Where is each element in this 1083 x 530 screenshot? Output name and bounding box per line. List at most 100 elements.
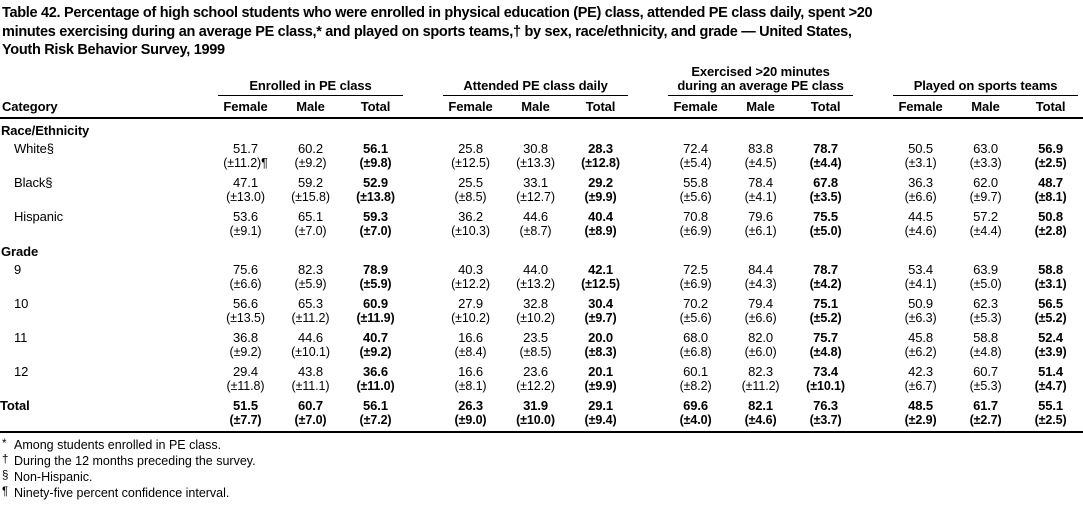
column-spacer — [408, 345, 438, 361]
value-cell: 20.1 — [588, 363, 613, 379]
ci-cell: (±5.2) — [1034, 310, 1067, 325]
column-header-female: Female — [888, 95, 954, 119]
column-spacer — [158, 379, 213, 395]
table-row: Black§ 47.1 59.2 52.9 25.5 33.1 29.2 55.8 78.4 67… — [0, 172, 1083, 190]
column-spacer — [158, 327, 213, 345]
column-spacer — [858, 412, 889, 433]
value-cell: 31.9 — [523, 397, 548, 413]
value-cell: 63.9 — [973, 261, 999, 277]
footnote: * Among students enrolled in PE class. — [2, 437, 1081, 453]
column-spacer — [158, 138, 213, 156]
value-cell: 70.2 — [683, 295, 708, 311]
column-spacer — [858, 361, 888, 379]
table-row: 10 56.6 65.3 60.9 27.9 32.8 30.4 70.2 79.4 75.1 50… — [0, 293, 1083, 311]
value-cell: 50.9 — [908, 295, 934, 311]
ci-cell: (±2.5) — [1018, 412, 1083, 433]
value-cell: 73.4 — [813, 363, 838, 379]
value-cell: 16.6 — [458, 363, 483, 379]
value-cell: 36.8 — [233, 329, 258, 345]
ci-cell: (±8.7) — [519, 223, 552, 238]
ci-cell: (±9.4) — [568, 412, 634, 433]
ci-cell: (±7.0) — [278, 412, 343, 433]
value-cell: 56.1 — [363, 140, 388, 156]
value-cell: 76.3 — [813, 397, 838, 413]
column-spacer — [408, 395, 438, 413]
ci-cell: (±9.8) — [359, 155, 392, 170]
column-group-header: Played on sports teams — [888, 65, 1083, 96]
column-spacer — [158, 311, 213, 327]
column-group-row: Enrolled in PE class Attended PE class da… — [0, 64, 1083, 96]
ci-cell: (±5.4) — [679, 155, 712, 170]
column-spacer — [633, 277, 663, 293]
ci-cell: (±4.1) — [744, 189, 777, 204]
value-cell: 75.6 — [233, 261, 258, 277]
ci-cell: (±3.1) — [904, 155, 937, 170]
column-spacer — [158, 293, 213, 311]
column-spacer — [633, 361, 663, 379]
ci-cell: (±4.6) — [904, 223, 937, 238]
ci-cell: (±4.7) — [1034, 378, 1067, 393]
ci-cell: (±4.2) — [809, 276, 842, 291]
ci-cell: (±12.5) — [581, 276, 620, 291]
value-cell: 23.5 — [523, 329, 548, 345]
column-spacer — [633, 95, 664, 119]
ci-cell: (±11.9) — [356, 310, 395, 325]
category-cell: White§ — [14, 140, 54, 156]
value-cell: 42.1 — [588, 261, 613, 277]
column-header-female: Female — [438, 95, 504, 119]
table-row-ci: (±13.0) (±15.8) (±13.8) (±8.5) (±12.7) (±9.9)… — [0, 190, 1083, 206]
value-cell: 57.2 — [973, 208, 999, 224]
column-group-header: Exercised >20 minutes during an average P… — [663, 64, 858, 96]
category-cell — [0, 277, 158, 293]
value-cell: 28.3 — [588, 140, 613, 156]
ci-cell: (±8.5) — [519, 344, 552, 359]
column-spacer — [858, 224, 888, 240]
ci-cell: (±3.1) — [1034, 276, 1067, 291]
column-spacer — [858, 138, 888, 156]
footnote: § Non-Hispanic. — [2, 469, 1081, 485]
value-cell: 82.3 — [748, 363, 773, 379]
ci-cell: (±2.7) — [953, 412, 1019, 433]
value-cell: 63.0 — [973, 140, 999, 156]
category-cell — [0, 190, 158, 206]
ci-cell: (±11.2)¶ — [223, 155, 268, 170]
column-header-male: Male — [953, 95, 1019, 119]
column-header-total: Total — [343, 95, 409, 119]
ci-cell: (±12.2) — [451, 276, 490, 291]
value-cell: 75.1 — [813, 295, 838, 311]
value-cell: 44.0 — [523, 261, 548, 277]
value-cell: 16.6 — [458, 329, 483, 345]
ci-cell: (±4.0) — [663, 412, 729, 433]
column-spacer — [858, 156, 888, 172]
ci-cell: (±3.5) — [809, 189, 842, 204]
column-spacer — [158, 395, 213, 413]
ci-cell: (±12.2) — [516, 378, 555, 393]
column-spacer — [408, 65, 438, 96]
ci-cell: (±13.3) — [516, 155, 555, 170]
column-spacer — [0, 65, 213, 96]
ci-cell: (±9.1) — [229, 223, 262, 238]
ci-cell: (±9.9) — [584, 189, 617, 204]
column-spacer — [858, 277, 888, 293]
footnote-marker: † — [2, 453, 9, 466]
column-group-label: during an average PE class — [677, 77, 844, 93]
table-row-ci: (±6.6) (±5.9) (±5.9) (±12.2) (±13.2) (±12.5) (… — [0, 277, 1083, 293]
value-cell: 27.9 — [458, 295, 483, 311]
value-cell: 20.0 — [588, 329, 613, 345]
ci-cell: (±11.2) — [291, 310, 330, 325]
value-cell: 62.3 — [973, 295, 999, 311]
category-cell: Hispanic — [14, 208, 64, 224]
ci-cell: (±8.1) — [454, 378, 487, 393]
footnote-text: Non-Hispanic. — [14, 469, 93, 484]
value-cell: 51.5 — [233, 397, 258, 413]
column-spacer — [158, 190, 213, 206]
ci-cell: (±9.9) — [584, 378, 617, 393]
table-title-line: Youth Risk Behavior Survey, 1999 — [2, 42, 225, 58]
column-spacer — [408, 95, 439, 119]
value-cell: 29.4 — [233, 363, 258, 379]
column-spacer — [408, 206, 438, 224]
table-title-line: minutes exercising during an average PE … — [2, 23, 852, 40]
value-cell: 82.3 — [298, 261, 323, 277]
value-cell: 69.6 — [683, 397, 708, 413]
ci-cell: (±12.8) — [581, 155, 620, 170]
